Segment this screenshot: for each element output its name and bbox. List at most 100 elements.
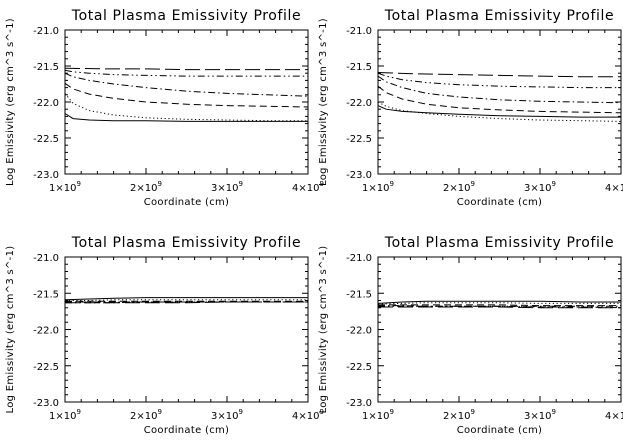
y-tick-label: -21.0: [346, 26, 372, 37]
x-tick-label: 4×109: [292, 408, 324, 422]
y-tick-label: -23.0: [346, 170, 372, 181]
chart-title: Total Plasma Emissivity Profile: [384, 235, 614, 251]
x-tick-label-exponent: 9: [158, 180, 162, 188]
series-line-dashdot: [377, 75, 622, 104]
series-line-dashdot: [64, 72, 309, 97]
x-tick-label-base: 3×10: [211, 183, 238, 194]
series-line-longdash: [377, 72, 621, 78]
x-tick-label: 3×109: [211, 180, 243, 194]
x-tick-label-base: 1×10: [362, 183, 389, 194]
series-line-dashdotdot: [64, 69, 308, 77]
y-tick-label: -22.5: [33, 362, 59, 373]
series-line-dashdotdot: [65, 301, 308, 304]
plot-frame: [64, 29, 309, 175]
y-tick-label: -21.0: [33, 26, 59, 37]
x-tick-label: 1×109: [49, 180, 81, 194]
x-tick-label: 4×109: [605, 408, 623, 422]
y-axis-label: Log Emissivity (erg cm^3 s^-1): [318, 18, 329, 186]
x-tick-label-base: 1×10: [362, 411, 389, 422]
series-line-longdash: [65, 301, 308, 304]
x-tick-label-exponent: 9: [158, 408, 162, 416]
x-tick-label-base: 2×10: [443, 183, 470, 194]
x-tick-label-base: 1×10: [49, 183, 76, 194]
x-tick-label: 4×109: [605, 180, 623, 194]
x-tick-label-base: 4×10: [605, 411, 623, 422]
x-tick-label-exponent: 9: [552, 180, 556, 188]
x-axis-label: Coordinate (cm): [457, 425, 543, 436]
x-tick-label-exponent: 9: [471, 408, 475, 416]
y-tick-label: -23.0: [346, 398, 372, 409]
x-axis-label: Coordinate (cm): [144, 197, 230, 208]
x-tick-label-exponent: 9: [552, 408, 556, 416]
x-tick-label: 1×109: [49, 408, 81, 422]
y-tick-label: -21.5: [33, 289, 59, 300]
x-tick-label-base: 1×10: [49, 411, 76, 422]
x-tick-label-exponent: 9: [320, 408, 324, 416]
y-tick-label: -23.0: [33, 398, 59, 409]
y-tick-label: -22.0: [33, 326, 59, 337]
y-tick-label: -22.0: [346, 326, 372, 337]
series-line-dashed: [378, 304, 621, 307]
y-tick-label: -22.5: [346, 134, 372, 145]
y-tick-label: -21.0: [346, 253, 372, 264]
plot-frame: [64, 256, 309, 403]
x-tick-label: 4×109: [292, 180, 324, 194]
series-line-dotted: [64, 93, 308, 122]
y-tick-label: -22.0: [346, 98, 372, 109]
x-tick-label: 3×109: [524, 408, 556, 422]
series-line-solid: [377, 300, 621, 304]
series-line-dashdotdot: [377, 72, 621, 89]
series-line-dashed: [377, 85, 622, 114]
x-tick-label: 3×109: [211, 408, 243, 422]
y-tick-label: -21.5: [346, 62, 372, 73]
x-tick-label: 1×109: [362, 180, 394, 194]
chart-title: Total Plasma Emissivity Profile: [71, 8, 301, 24]
x-tick-label-base: 3×10: [524, 411, 551, 422]
x-tick-label-exponent: 9: [77, 180, 81, 188]
y-tick-label: -21.5: [33, 62, 59, 73]
x-tick-label: 3×109: [524, 180, 556, 194]
plot-frame: [377, 256, 622, 403]
series-line-dotted: [377, 101, 622, 122]
x-tick-label: 2×109: [130, 180, 162, 194]
x-axis-label: Coordinate (cm): [457, 197, 543, 208]
chart-title: Total Plasma Emissivity Profile: [71, 235, 301, 251]
series-line-solid: [64, 297, 308, 301]
x-tick-label-exponent: 9: [320, 180, 324, 188]
y-axis-label: Log Emissivity (erg cm^3 s^-1): [318, 246, 329, 414]
x-tick-label: 1×109: [362, 408, 394, 422]
y-tick-label: -22.0: [33, 98, 59, 109]
series-line-solid: [377, 105, 621, 118]
x-tick-label-base: 2×10: [130, 411, 157, 422]
series-line-longdash: [64, 67, 308, 71]
x-tick-label-base: 2×10: [130, 183, 157, 194]
x-tick-label-base: 2×10: [443, 411, 470, 422]
y-axis-label: Log Emissivity (erg cm^3 s^-1): [5, 18, 16, 186]
x-tick-label-base: 3×10: [211, 411, 238, 422]
x-tick-label-exponent: 9: [77, 408, 81, 416]
x-tick-label: 2×109: [443, 180, 475, 194]
x-tick-label-exponent: 9: [390, 408, 394, 416]
series-line-longdash: [378, 306, 621, 309]
x-tick-label-exponent: 9: [471, 180, 475, 188]
x-tick-label-exponent: 9: [239, 408, 243, 416]
x-tick-label-exponent: 9: [239, 180, 243, 188]
x-tick-label-base: 4×10: [292, 411, 319, 422]
series-line-dashed: [64, 82, 309, 108]
x-tick-label-base: 4×10: [605, 183, 623, 194]
y-tick-label: -21.0: [33, 253, 59, 264]
plot-frame: [377, 29, 622, 175]
x-tick-label-base: 3×10: [524, 183, 551, 194]
x-axis-label: Coordinate (cm): [144, 425, 230, 436]
y-axis-label: Log Emissivity (erg cm^3 s^-1): [5, 246, 16, 414]
y-tick-label: -23.0: [33, 170, 59, 181]
x-tick-label: 2×109: [443, 408, 475, 422]
y-tick-label: -22.5: [346, 362, 372, 373]
series-line-dotted: [65, 299, 308, 301]
x-tick-label: 2×109: [130, 408, 162, 422]
y-tick-label: -21.5: [346, 289, 372, 300]
